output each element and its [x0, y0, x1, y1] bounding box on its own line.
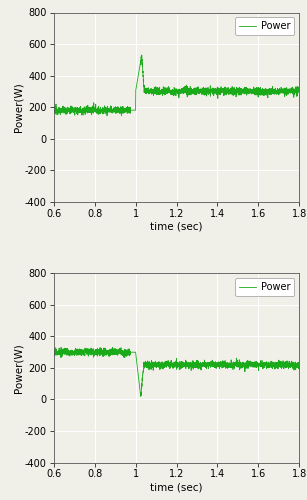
Power	[139, 394, 142, 400]
Power	[297, 87, 301, 93]
Y-axis label: Power(W): Power(W)	[14, 343, 23, 393]
Legend: Power: Power	[235, 18, 294, 35]
Power	[140, 52, 144, 58]
X-axis label: time (sec): time (sec)	[150, 222, 203, 232]
Power	[105, 113, 109, 119]
Power	[230, 90, 234, 96]
Power	[59, 344, 63, 350]
Power	[73, 108, 77, 114]
Power	[142, 360, 146, 366]
Power	[227, 90, 230, 96]
Line: Power: Power	[54, 55, 299, 116]
Y-axis label: Power(W): Power(W)	[14, 82, 23, 132]
Power	[230, 364, 234, 370]
Power	[137, 68, 141, 73]
Power	[257, 90, 261, 96]
Line: Power: Power	[54, 348, 299, 397]
Power	[297, 362, 301, 368]
X-axis label: time (sec): time (sec)	[150, 482, 203, 492]
Power	[137, 379, 141, 385]
Power	[142, 86, 146, 92]
Power	[227, 364, 230, 370]
Power	[52, 346, 56, 352]
Legend: Power: Power	[235, 278, 294, 296]
Power	[73, 348, 77, 354]
Power	[257, 362, 261, 368]
Power	[52, 108, 56, 114]
